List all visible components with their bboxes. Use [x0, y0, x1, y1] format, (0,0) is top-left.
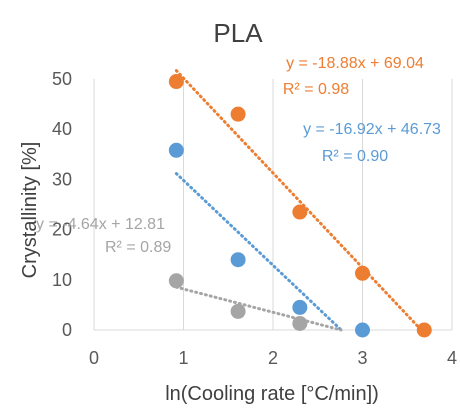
x-tick-label: 0 [89, 348, 99, 368]
data-point-s2-0 [168, 273, 184, 289]
data-points [168, 74, 432, 338]
data-point-s1-3 [355, 322, 370, 338]
x-tick-label: 2 [268, 348, 278, 368]
y-tick-label: 50 [52, 69, 72, 89]
data-point-s0-0 [168, 74, 184, 90]
gridlines [93, 79, 453, 331]
data-point-s2-1 [230, 303, 246, 319]
data-point-s0-2 [292, 204, 308, 220]
y-tick-label: 10 [52, 270, 72, 290]
x-tick-label: 1 [178, 348, 188, 368]
trend-r2-1: R² = 0.90 [322, 148, 388, 165]
y-tick-label: 40 [52, 119, 72, 139]
x-tick-label: 3 [357, 348, 367, 368]
data-point-s0-3 [355, 265, 370, 281]
y-tick-label: 30 [52, 169, 72, 189]
data-point-s0-4 [416, 322, 432, 338]
trendline-2 [174, 285, 343, 332]
trend-equation-1: y = -16.92x + 46.73 [303, 121, 441, 138]
trend-equation-0: y = -18.88x + 69.04 [286, 55, 424, 72]
x-axis-label: ln(Cooling rate [°C/min]) [165, 383, 379, 405]
y-tick-label: 20 [52, 220, 72, 240]
y-tick-label: 0 [62, 320, 72, 340]
trendline-0 [174, 69, 426, 335]
chart-title: PLA [213, 18, 263, 48]
trend-r2-0: R² = 0.98 [283, 81, 349, 98]
trend-labels: y = -18.88x + 69.04 R² = 0.98 y = -16.92x … [36, 55, 441, 256]
trendline-1 [174, 172, 343, 332]
data-point-s1-0 [168, 142, 184, 158]
x-tick-label: 4 [447, 348, 457, 368]
trendlines [174, 69, 426, 335]
y-tick-labels: 0 10 20 30 40 50 [52, 69, 72, 340]
data-point-s0-1 [230, 106, 246, 122]
data-point-s2-2 [292, 315, 308, 331]
y-axis-label: Crystallinity [%] [19, 142, 41, 279]
x-tick-labels: 0 1 2 3 4 [89, 348, 457, 368]
trend-equation-2: y = -4.64x + 12.81 [36, 216, 165, 233]
trend-r2-2: R² = 0.89 [105, 239, 171, 256]
data-point-s1-1 [230, 252, 246, 268]
data-point-s1-2 [292, 299, 308, 315]
